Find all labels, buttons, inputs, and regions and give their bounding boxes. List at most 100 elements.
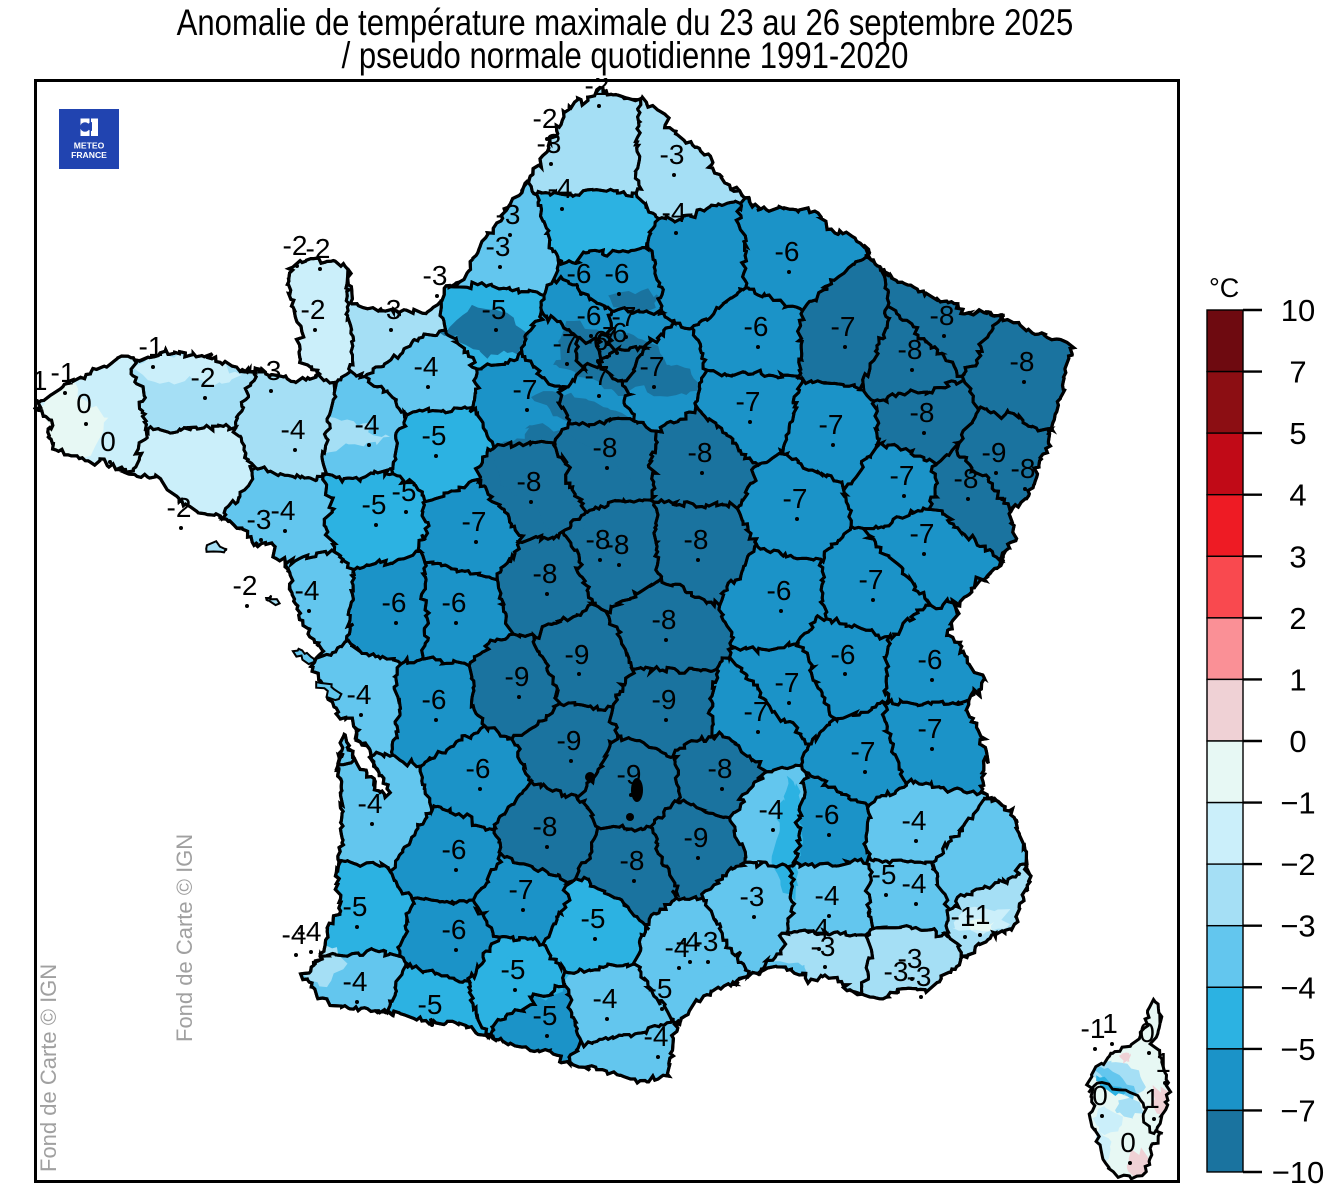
svg-text:-7: -7 [890, 460, 915, 491]
svg-text:-8: -8 [910, 397, 935, 428]
svg-text:−7: −7 [1280, 1093, 1315, 1128]
svg-text:−5: −5 [1280, 1032, 1315, 1067]
svg-text:-3: -3 [496, 199, 521, 230]
svg-text:-5: -5 [648, 973, 673, 1004]
svg-text:−3: −3 [1280, 909, 1315, 944]
svg-text:°C: °C [1209, 273, 1239, 303]
svg-text:-8: -8 [684, 524, 709, 555]
svg-text:-4: -4 [902, 805, 927, 836]
svg-text:-8: -8 [533, 811, 558, 842]
svg-text:-6: -6 [442, 587, 467, 618]
svg-text:-3: -3 [247, 504, 272, 535]
svg-text:-4: -4 [662, 197, 687, 228]
svg-text:-8: -8 [517, 466, 542, 497]
svg-text:-7: -7 [509, 874, 534, 905]
svg-text:-8: -8 [1011, 453, 1036, 484]
svg-text:-7: -7 [612, 301, 637, 332]
svg-text:5: 5 [1289, 416, 1306, 451]
svg-text:-5: -5 [422, 420, 447, 451]
svg-text:-8: -8 [954, 463, 979, 494]
svg-text:0: 0 [1139, 1017, 1155, 1048]
svg-text:2: 2 [1289, 601, 1306, 636]
svg-text:-7: -7 [783, 483, 808, 514]
svg-text:-4: -4 [355, 409, 380, 440]
svg-text:-4: -4 [815, 880, 840, 911]
svg-text:1: 1 [1155, 1047, 1171, 1078]
svg-text:-4: -4 [282, 919, 307, 950]
svg-text:-4: -4 [805, 913, 830, 944]
svg-text:-5: -5 [343, 891, 368, 922]
svg-text:-8: -8 [586, 524, 611, 555]
svg-text:-5: -5 [482, 294, 507, 325]
svg-text:-9: -9 [565, 639, 590, 670]
svg-text:-8: -8 [605, 529, 630, 560]
svg-text:-9: -9 [684, 822, 709, 853]
svg-text:-4: -4 [676, 926, 701, 957]
svg-text:-2: -2 [191, 362, 216, 393]
svg-text:-6: -6 [831, 639, 856, 670]
svg-text:-5: -5 [362, 489, 387, 520]
svg-text:-1: -1 [51, 357, 76, 388]
svg-text:-4: -4 [759, 794, 784, 825]
svg-text:-5: -5 [501, 954, 526, 985]
svg-text:-6: -6 [605, 258, 630, 289]
svg-text:-6: -6 [442, 914, 467, 945]
svg-text:−2: −2 [1280, 847, 1315, 882]
svg-text:-6: -6 [815, 799, 840, 830]
svg-text:-6: -6 [567, 258, 592, 289]
svg-text:-5: -5 [392, 476, 417, 507]
svg-text:10: 10 [1281, 293, 1315, 328]
svg-text:-1: -1 [33, 365, 47, 396]
svg-text:4: 4 [1289, 478, 1306, 513]
svg-text:-3: -3 [377, 294, 402, 325]
svg-text:−1: −1 [1280, 786, 1315, 821]
svg-text:-9: -9 [617, 759, 642, 790]
svg-text:-7: -7 [859, 564, 884, 595]
svg-text:-4: -4 [295, 575, 320, 606]
svg-text:0: 0 [1289, 724, 1306, 759]
svg-text:-2: -2 [585, 78, 610, 101]
svg-text:-4: -4 [271, 495, 296, 526]
svg-text:-4: -4 [343, 966, 368, 997]
svg-text:-8: -8 [652, 604, 677, 635]
svg-text:7: 7 [1289, 355, 1306, 390]
svg-text:-5: -5 [872, 859, 897, 890]
svg-text:−10: −10 [1272, 1155, 1325, 1190]
svg-text:-6: -6 [603, 317, 628, 348]
svg-text:-7: -7 [910, 518, 935, 549]
svg-text:-3: -3 [537, 128, 562, 159]
svg-text:-4: -4 [902, 868, 927, 899]
svg-text:−4: −4 [1280, 970, 1315, 1005]
svg-text:3: 3 [1289, 539, 1306, 574]
svg-text:-3: -3 [898, 943, 923, 974]
svg-text:-5: -5 [533, 1000, 558, 1031]
svg-text:-7: -7 [640, 351, 665, 382]
svg-text:-4: -4 [644, 1021, 669, 1052]
svg-text:0: 0 [100, 426, 116, 457]
svg-text:-9: -9 [557, 725, 582, 756]
svg-text:FRANCE: FRANCE [71, 150, 107, 160]
svg-text:-8: -8 [620, 845, 645, 876]
svg-text:-8: -8 [688, 437, 713, 468]
svg-text:-4: -4 [347, 679, 372, 710]
svg-text:-7: -7 [553, 328, 578, 359]
svg-text:-4: -4 [593, 983, 618, 1014]
svg-text:-3: -3 [884, 956, 909, 987]
svg-text:-6: -6 [918, 644, 943, 675]
svg-text:0: 0 [1120, 1127, 1136, 1158]
svg-text:-6: -6 [466, 753, 491, 784]
svg-text:-1: -1 [966, 899, 991, 930]
svg-text:1: 1 [1289, 662, 1306, 697]
svg-text:-5: -5 [581, 903, 606, 934]
svg-text:-9: -9 [505, 661, 530, 692]
svg-text:-3: -3 [486, 231, 511, 262]
svg-text:-7: -7 [775, 667, 800, 698]
svg-text:-7: -7 [819, 409, 844, 440]
svg-text:-8: -8 [708, 753, 733, 784]
svg-text:-8: -8 [533, 558, 558, 589]
svg-text:-1: -1 [951, 901, 976, 932]
svg-text:-2: -2 [233, 570, 258, 601]
svg-text:-9: -9 [982, 437, 1007, 468]
svg-text:-4: -4 [297, 916, 322, 947]
svg-text:-6: -6 [442, 834, 467, 865]
